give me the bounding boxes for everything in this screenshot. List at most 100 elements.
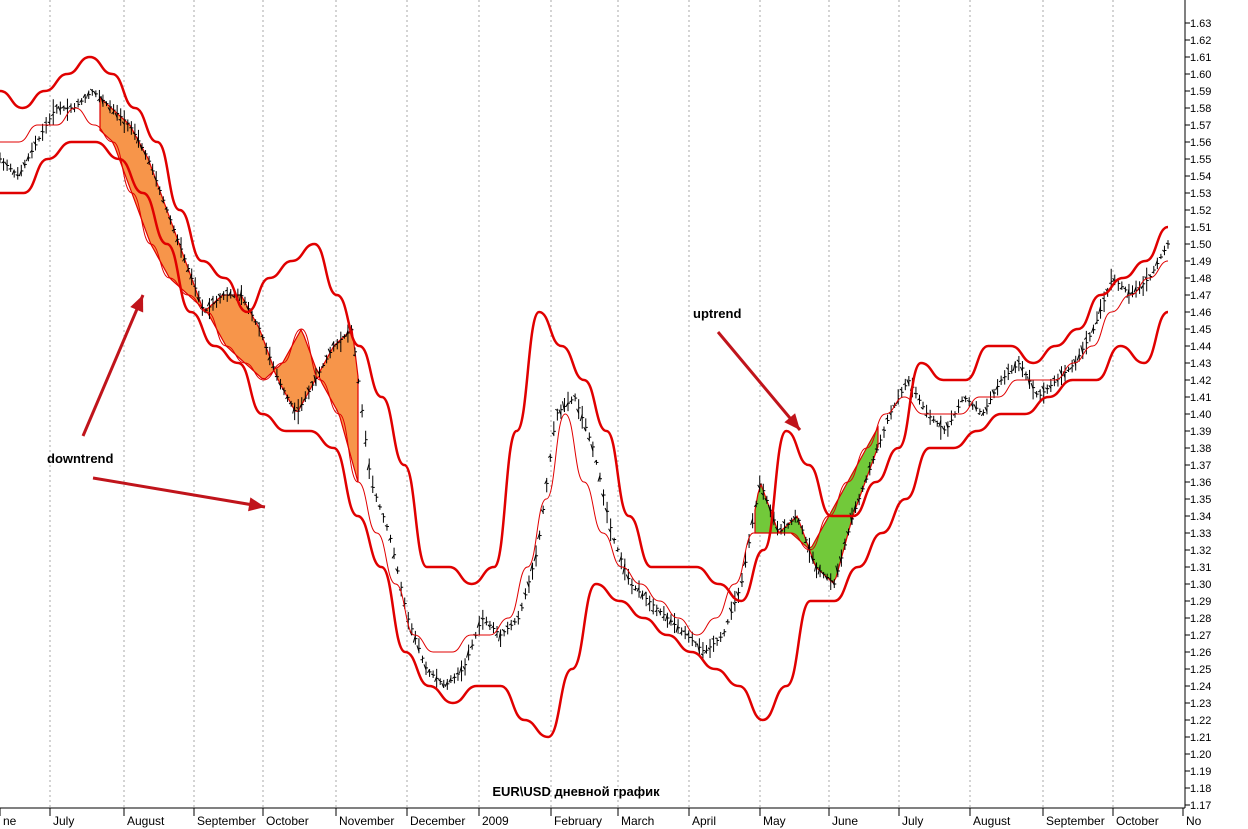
price-bar-open-317 — [1123, 287, 1126, 290]
price-bar-open-216 — [764, 497, 768, 502]
x-tick-label-15: September — [1046, 814, 1105, 828]
price-bar-open-289 — [1023, 373, 1027, 376]
y-tick-label-13: 1.30 — [1190, 579, 1211, 591]
y-tick-label-44: 1.61 — [1190, 52, 1211, 64]
price-bar-open-63 — [221, 292, 225, 296]
price-bar-open-247 — [874, 448, 878, 450]
y-tick-label-30: 1.47 — [1190, 290, 1211, 302]
price-bar-open-191 — [675, 624, 679, 633]
price-bar-open-46 — [160, 200, 164, 203]
y-tick-label-22: 1.39 — [1190, 426, 1211, 438]
price-bar-open-111 — [391, 554, 395, 559]
price-bar-open-136 — [480, 617, 484, 620]
price-bar-open-8 — [25, 155, 29, 162]
price-bar-open-194 — [686, 632, 690, 636]
y-tick-label-41: 1.58 — [1190, 103, 1211, 115]
price-bar-open-148 — [523, 592, 526, 596]
x-tick-label-7: 2009 — [482, 814, 509, 828]
price-bar-open-141 — [498, 630, 502, 642]
price-bar-open-272 — [963, 396, 967, 400]
price-bar-open-214 — [757, 484, 761, 489]
price-bar-open-177 — [625, 574, 629, 580]
price-bar-open-170 — [601, 493, 604, 498]
uptrend-fill — [754, 425, 879, 584]
price-bar-open-221 — [782, 521, 785, 525]
price-bar-open-284 — [1005, 367, 1009, 370]
price-bar-open-192 — [679, 631, 682, 635]
price-bar-open-283 — [1002, 376, 1005, 379]
price-bar-open-25 — [86, 91, 90, 98]
price-bar-open-179 — [633, 588, 636, 591]
price-bar-open-84 — [295, 406, 299, 409]
price-bar-open-187 — [661, 616, 665, 619]
price-bar-open-79 — [278, 382, 281, 387]
price-bar-open-266 — [941, 427, 945, 431]
price-bar-open-236 — [835, 565, 839, 575]
x-tick-label-5: November — [339, 814, 394, 828]
price-bar-open-243 — [860, 487, 863, 490]
y-tick-label-12: 1.29 — [1190, 596, 1211, 608]
price-bar-open-165 — [583, 426, 587, 432]
price-bar-open-209 — [739, 581, 743, 584]
y-tick-label-17: 1.34 — [1190, 511, 1211, 523]
price-bar-open-215 — [760, 492, 764, 496]
price-bar-open-271 — [959, 400, 963, 403]
price-bar-open-147 — [519, 604, 523, 607]
price-bar-open-48 — [168, 216, 171, 221]
annotation-arrows — [81, 294, 802, 512]
price-bar-open-152 — [537, 532, 541, 540]
price-bar-open-60 — [210, 297, 214, 301]
y-tick-label-8: 1.25 — [1190, 664, 1211, 676]
price-bar-open-287 — [1016, 359, 1020, 363]
price-bar-open-249 — [881, 428, 885, 431]
price-bar-open-86 — [302, 398, 306, 401]
y-tick-label-35: 1.52 — [1190, 205, 1211, 217]
price-bar-open-229 — [810, 555, 814, 562]
price-bar-open-6 — [18, 170, 22, 177]
y-tick-label-46: 1.63 — [1190, 18, 1211, 30]
price-bar-open-82 — [288, 401, 292, 405]
price-bar-open-103 — [363, 442, 366, 444]
price-bar-open-322 — [1140, 284, 1144, 289]
price-bar-open-126 — [444, 681, 448, 687]
price-bar-open-290 — [1027, 376, 1031, 386]
price-bar-open-273 — [966, 399, 970, 402]
y-tick-label-5: 1.22 — [1190, 715, 1211, 727]
price-bar-open-127 — [448, 678, 452, 683]
price-bar-open-122 — [430, 673, 434, 676]
price-bar-open-184 — [650, 609, 654, 612]
price-bar-open-311 — [1101, 297, 1105, 300]
price-bar-open-219 — [775, 526, 778, 531]
price-bar-open-250 — [885, 417, 888, 420]
price-bar-open-309 — [1094, 321, 1098, 325]
y-tick-label-45: 1.62 — [1190, 35, 1211, 47]
x-tick-label-12: June — [832, 814, 858, 828]
price-bar-open-248 — [878, 442, 881, 445]
price-bar-open-296 — [1048, 385, 1052, 389]
price-bar-open-140 — [494, 633, 498, 637]
price-bar-open-78 — [274, 375, 278, 378]
price-bar-open-206 — [728, 607, 732, 613]
y-tick-label-20: 1.37 — [1190, 460, 1211, 472]
price-bar-open-32 — [111, 111, 114, 115]
y-tick-label-43: 1.60 — [1190, 69, 1211, 81]
annotation-uptrend: uptrend — [693, 306, 741, 321]
price-bar-open-199 — [704, 649, 707, 654]
middle-band-line — [0, 107, 1169, 653]
price-bar-open-101 — [356, 381, 359, 384]
price-bar-open-40 — [139, 144, 143, 151]
price-bar-open-208 — [735, 591, 739, 597]
price-bar-open-232 — [821, 571, 825, 575]
lower-band-line — [0, 140, 1169, 739]
price-bar-open-242 — [856, 498, 860, 503]
price-bar-open-166 — [586, 437, 590, 441]
price-bar-open-145 — [512, 620, 516, 623]
price-bar-open-267 — [945, 421, 949, 429]
price-bar-open-47 — [164, 207, 168, 210]
price-bar-open-7 — [22, 162, 26, 167]
price-bar-open-246 — [871, 459, 874, 461]
price-bar-open-18 — [61, 105, 65, 109]
price-bar-open-9 — [29, 149, 33, 154]
price-bar-open-104 — [366, 463, 370, 471]
y-tick-label-26: 1.43 — [1190, 358, 1211, 370]
